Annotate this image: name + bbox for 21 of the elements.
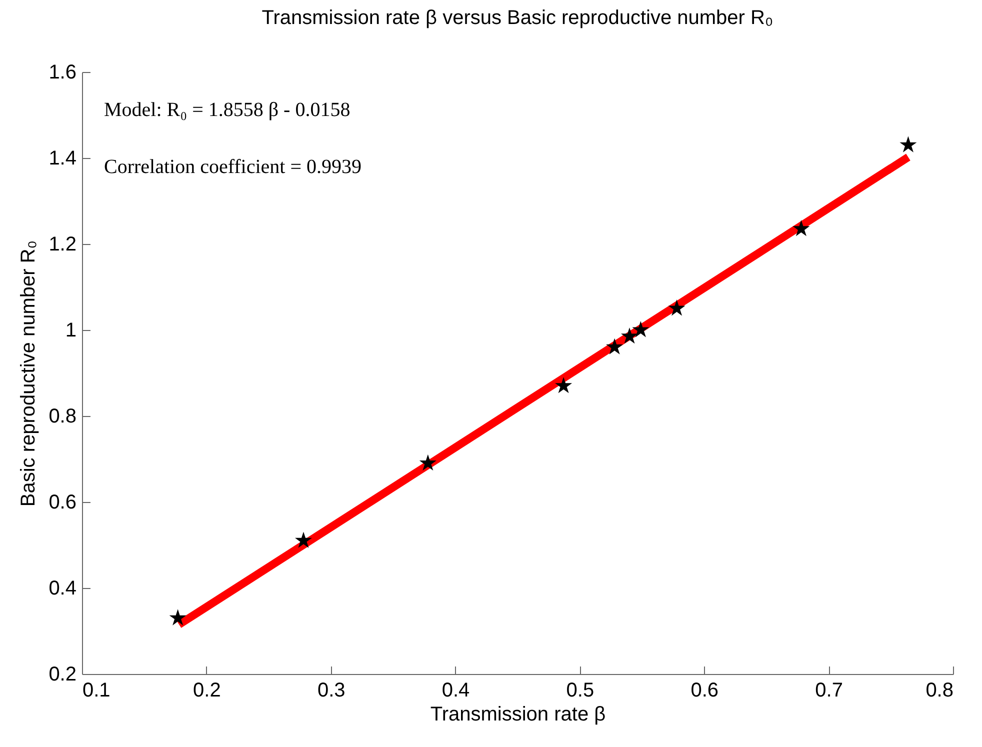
y-tick-label: 0.4: [48, 578, 76, 600]
x-tick-label: 0.5: [566, 680, 594, 702]
y-axis-title: Basic reproductive number R₀: [18, 240, 40, 507]
annotation: Correlation coefficient = 0.9939: [104, 156, 362, 178]
x-tick-label: 0.7: [815, 680, 843, 702]
x-tick-label: 0.3: [317, 680, 346, 702]
x-tick-label: 0.4: [442, 680, 470, 702]
y-tick-label: 0.2: [48, 664, 76, 686]
x-axis-title: Transmission rate β: [430, 704, 606, 726]
y-tick-label: 0.6: [48, 492, 76, 514]
x-tick-label: 0.6: [690, 680, 719, 702]
x-tick-label: 0.8: [926, 680, 954, 702]
y-tick-label: 1.2: [48, 234, 76, 256]
chart-title: Transmission rate β versus Basic reproductive number R₀: [262, 7, 774, 29]
x-tick-label: 0.1: [82, 680, 110, 702]
y-tick-label: 0.8: [48, 406, 76, 428]
y-tick-label: 1.4: [48, 148, 76, 170]
y-tick-label: 1.6: [48, 62, 76, 84]
annotation: Model: R₀ = 1.8558 β - 0.0158: [104, 99, 350, 121]
y-tick-label: 1: [65, 320, 76, 342]
x-tick-label: 0.2: [193, 680, 221, 702]
